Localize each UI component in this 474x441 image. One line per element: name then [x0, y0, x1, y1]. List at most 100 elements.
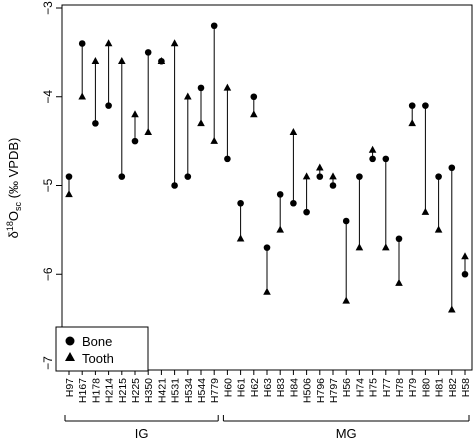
plot-frame [61, 4, 473, 371]
x-tick-label: H421 [156, 378, 168, 403]
bone-point [144, 49, 152, 56]
y-tick-label: −6 [41, 267, 55, 281]
x-tick-label: H77 [381, 378, 393, 397]
x-tick-label: H56 [341, 378, 353, 397]
tooth-point [223, 83, 232, 91]
tooth-point [236, 234, 245, 242]
x-tick-label: H79 [407, 378, 419, 397]
x-tick-label: H60 [222, 378, 234, 397]
bone-point [118, 173, 126, 180]
bone-point [250, 93, 258, 101]
tooth-point [197, 119, 205, 127]
tooth-point [421, 207, 430, 215]
x-tick-label: H80 [420, 378, 432, 397]
x-tick-label: H506 [302, 378, 314, 403]
bone-point [369, 155, 376, 163]
bone-point [448, 164, 456, 172]
x-tick-label: H82 [447, 378, 459, 397]
x-tick-label: H83 [275, 378, 287, 397]
x-tick-label: H214 [104, 378, 116, 403]
tooth-point [210, 136, 218, 144]
y-tick-label: −4 [41, 90, 55, 104]
x-tick-label: H225 [130, 378, 142, 403]
bone-point [408, 102, 416, 109]
tooth-point [263, 287, 271, 295]
x-tick-label: H81 [434, 378, 446, 397]
x-tick-label: H167 [77, 378, 89, 403]
x-tick-label: H796 [315, 378, 327, 403]
bone-point [263, 244, 271, 251]
bone-point [382, 155, 390, 163]
x-tick-label: H61 [236, 378, 248, 397]
tooth-point [408, 119, 416, 127]
tooth-point [157, 57, 166, 65]
data-points [65, 22, 469, 313]
bone-point [65, 173, 73, 180]
x-tick-label: H63 [262, 378, 274, 397]
tooth-point [289, 128, 298, 136]
tooth-point [448, 305, 456, 313]
legend-tooth-label: Tooth [82, 351, 114, 366]
legend: Bone Tooth [55, 326, 149, 372]
bone-point [329, 182, 337, 189]
bone-point [422, 102, 429, 109]
group-brackets: IG MG [64, 415, 470, 441]
group-label: IG [135, 426, 149, 441]
bone-point [342, 217, 350, 225]
bone-point [210, 22, 218, 30]
bone-point [303, 208, 310, 216]
y-tick-label: −7 [41, 356, 55, 370]
y-tick-label: −5 [41, 178, 55, 192]
tooth-point [316, 163, 324, 171]
bone-point [290, 199, 297, 207]
bone-point [197, 84, 205, 92]
x-tick-label: H178 [90, 378, 102, 403]
bone-point [356, 173, 363, 180]
tooth-point [118, 57, 126, 65]
bone-point [92, 120, 99, 127]
bone-point [171, 182, 178, 189]
group-label: MG [336, 426, 357, 441]
tooth-point [78, 92, 86, 100]
tooth-point [184, 92, 192, 100]
x-tick-label: H797 [328, 378, 340, 403]
bone-point [105, 102, 112, 109]
x-tick-label: H75 [368, 378, 380, 397]
tooth-point [65, 190, 73, 198]
legend-bone-label: Bone [82, 334, 112, 349]
bone-point [316, 173, 324, 180]
x-axis: H97 H167 H178 H214 H215 H225 H350 H421 H531 H534 H… [64, 370, 472, 403]
tooth-point [250, 110, 258, 118]
bone-point [461, 270, 469, 278]
legend-box [55, 326, 149, 372]
bone-point [435, 173, 442, 180]
tooth-point [131, 110, 139, 118]
legend-bone-marker [65, 336, 75, 346]
y-tick-label: −3 [41, 1, 55, 15]
x-tick-label: H84 [288, 378, 300, 397]
tooth-point [434, 225, 443, 233]
x-tick-label: H62 [249, 378, 261, 397]
tooth-point [382, 243, 390, 251]
tooth-point [91, 57, 100, 65]
tooth-point [368, 145, 377, 153]
x-tick-label: H78 [394, 378, 406, 397]
tooth-point [144, 128, 152, 136]
y-axis-label: δ18Osc (‰ VPDB) [5, 138, 23, 239]
tooth-point [461, 252, 469, 260]
y-axis: −7 −6 −5 −4 −3 [41, 1, 62, 370]
tooth-point [342, 296, 350, 304]
bone-point [237, 199, 244, 207]
x-tick-label: H544 [196, 378, 208, 403]
tooth-point [104, 39, 113, 47]
bone-point [184, 173, 192, 180]
x-tick-label: H97 [64, 378, 76, 397]
x-tick-label: H779 [209, 378, 221, 403]
bone-point [395, 235, 403, 243]
range-lines [68, 25, 466, 310]
tooth-point [302, 172, 311, 180]
tooth-point [355, 243, 364, 251]
x-tick-label: H215 [117, 378, 129, 403]
x-tick-label: H58 [460, 378, 472, 397]
